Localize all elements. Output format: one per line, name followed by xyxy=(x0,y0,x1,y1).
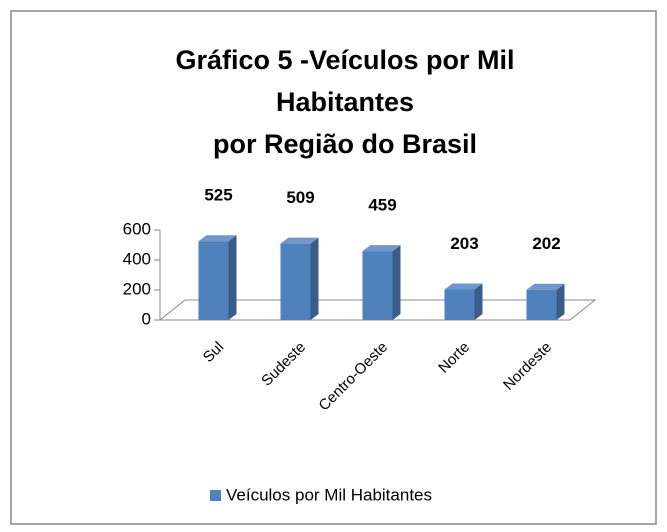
bar xyxy=(198,235,237,320)
chart-title: Gráfico 5 -Veículos por Mil xyxy=(175,45,514,75)
y-tick-label: 600 xyxy=(123,219,151,238)
bar-face xyxy=(280,243,311,320)
data-label: 525 xyxy=(204,186,232,205)
bar-face xyxy=(198,241,229,320)
bar xyxy=(362,245,401,320)
y-tick-label: 200 xyxy=(123,279,151,298)
data-label: 203 xyxy=(450,234,478,253)
bar-face xyxy=(280,237,319,244)
legend-label: Veículos por Mil Habitantes xyxy=(226,485,432,504)
bar-face xyxy=(444,283,483,290)
bar xyxy=(444,283,483,320)
data-label: 459 xyxy=(368,196,396,215)
chart-frame xyxy=(10,10,657,525)
y-tick-label: 0 xyxy=(142,309,151,328)
chart-title: por Região do Brasil xyxy=(213,129,477,159)
bar-face xyxy=(310,237,319,320)
bar-face xyxy=(526,289,557,320)
bar-face xyxy=(526,283,565,290)
bar-face xyxy=(228,235,237,320)
bar-face xyxy=(444,289,475,320)
bar-face xyxy=(474,283,483,320)
bar-face xyxy=(362,245,401,252)
chart-title: Habitantes xyxy=(276,87,414,117)
bar xyxy=(280,237,319,320)
data-label: 202 xyxy=(532,234,560,253)
data-label: 509 xyxy=(286,188,314,207)
bar-face xyxy=(392,245,401,320)
legend-swatch xyxy=(210,490,221,501)
bar-face xyxy=(198,235,237,242)
y-tick-label: 400 xyxy=(123,249,151,268)
bar-face xyxy=(556,283,565,320)
bar-face xyxy=(362,251,393,320)
bar xyxy=(526,283,565,320)
